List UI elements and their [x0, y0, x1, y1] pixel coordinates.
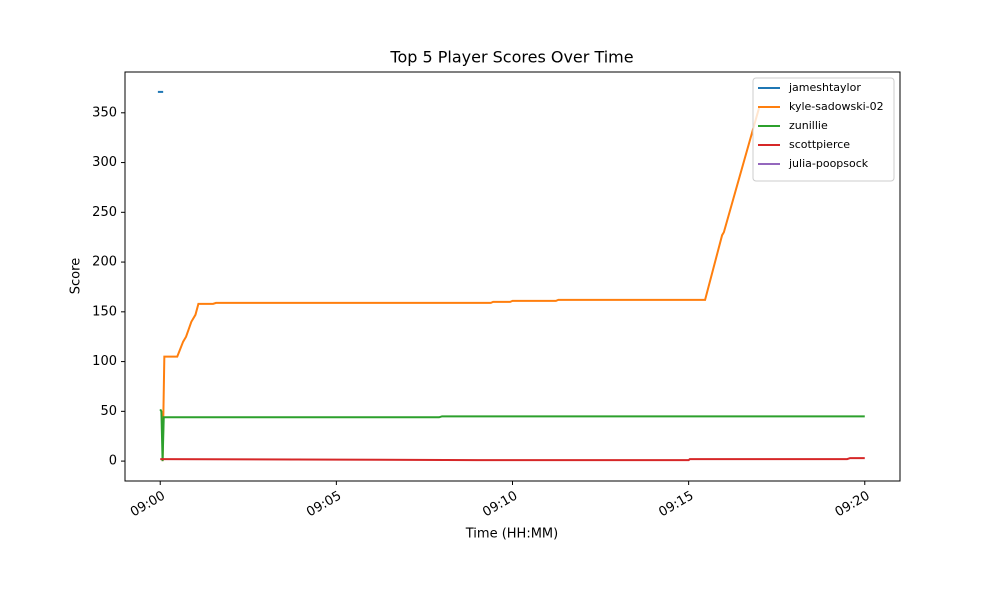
y-tick-label: 150: [92, 304, 117, 319]
legend-label: zunillie: [789, 119, 828, 132]
x-tick-label: 09:20: [833, 489, 873, 521]
y-tick-label: 200: [92, 255, 117, 270]
x-tick-label: 09:05: [304, 489, 344, 521]
legend-label: scottpierce: [789, 138, 850, 151]
plot-area: [157, 90, 865, 462]
y-axis-label: Score: [69, 258, 84, 294]
series-line: [159, 408, 865, 462]
legend: jameshtaylor kyle-sadowski-02 zunillie scot…: [752, 77, 895, 182]
y-tick-label: 50: [100, 404, 117, 419]
legend-label: julia-poopsock: [788, 157, 869, 170]
legend-label: jameshtaylor: [788, 81, 861, 94]
y-tick-label: 100: [92, 354, 117, 369]
y-tick-label: 300: [92, 155, 117, 170]
y-tick-label: 0: [109, 454, 117, 469]
y-tick-label: 350: [92, 105, 117, 120]
x-tick-label: 09:00: [128, 489, 168, 521]
x-axis-label: Time (HH:MM): [465, 527, 558, 542]
chart-title: Top 5 Player Scores Over Time: [389, 48, 633, 67]
series-line: [161, 107, 761, 462]
x-tick-label: 09:10: [480, 489, 520, 521]
x-tick-label: 09:15: [656, 489, 696, 521]
legend-box: [752, 77, 895, 182]
y-tick-label: 250: [92, 205, 117, 220]
series-line: [160, 457, 865, 462]
legend-label: kyle-sadowski-02: [789, 100, 884, 113]
